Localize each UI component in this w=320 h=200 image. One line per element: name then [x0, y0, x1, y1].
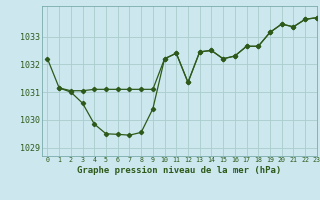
X-axis label: Graphe pression niveau de la mer (hPa): Graphe pression niveau de la mer (hPa) [77, 166, 281, 175]
